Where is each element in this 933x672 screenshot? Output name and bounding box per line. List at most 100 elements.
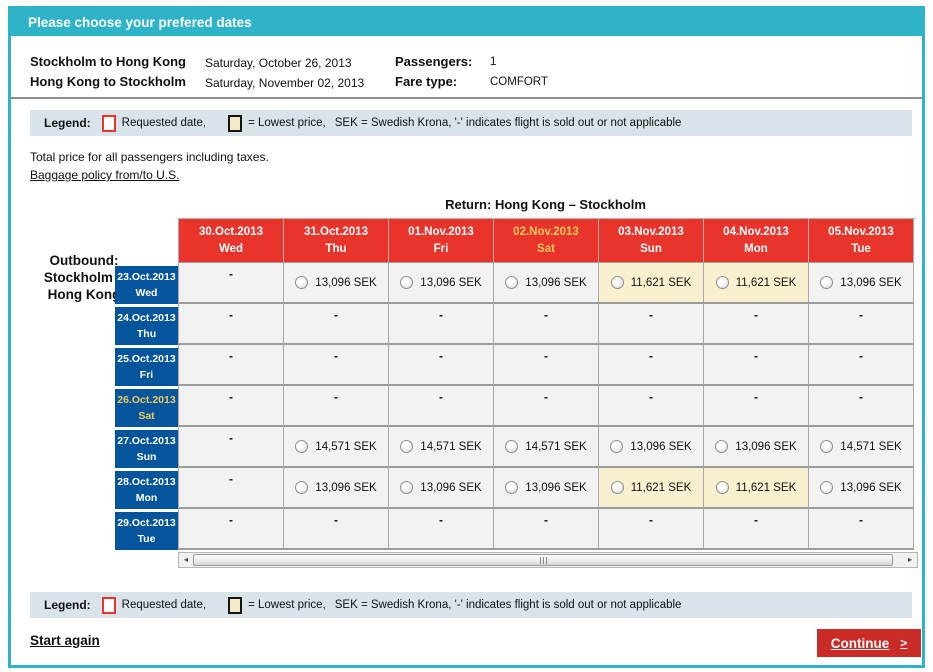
dash-label: -: [229, 472, 233, 486]
sold-out-cell: -: [179, 345, 284, 386]
fare-radio[interactable]: [400, 481, 414, 494]
sold-out-cell: -: [179, 263, 284, 304]
header-date: 29.Oct.2013: [117, 517, 176, 529]
fare-radio[interactable]: [505, 440, 519, 453]
dash-label: -: [229, 513, 233, 527]
dash-label: -: [859, 513, 863, 527]
dash-label: -: [544, 349, 548, 363]
sold-out-cell: -: [179, 427, 284, 468]
legend-label: Legend:: [44, 116, 91, 130]
price-cell: 13,096 SEK: [389, 468, 494, 509]
fare-radio[interactable]: [820, 481, 834, 494]
return-date-header: 05.Nov.2013 Tue: [809, 219, 914, 263]
header-date: 02.Nov.2013: [513, 225, 579, 238]
price-cell: 14,571 SEK: [389, 427, 494, 468]
fare-radio[interactable]: [400, 440, 414, 453]
return-date-header: 04.Nov.2013 Mon: [704, 219, 809, 263]
sold-out-cell: -: [809, 509, 914, 550]
dash-label: -: [649, 513, 653, 527]
header-day: Sat: [138, 410, 155, 422]
outbound-date-header: 25.Oct.2013 Fri: [115, 348, 178, 386]
sold-out-cell: -: [284, 509, 389, 550]
price-cell: 13,096 SEK: [809, 263, 914, 304]
price-cell: 11,621 SEK: [704, 468, 809, 509]
outbound-date-header: 28.Oct.2013 Mon: [115, 471, 178, 509]
thumb-grip: [542, 556, 544, 564]
fare-radio[interactable]: [715, 440, 729, 453]
dash-label: -: [439, 513, 443, 527]
return-route-label: Hong Kong to Stockholm: [30, 74, 186, 89]
dash-label: -: [334, 349, 338, 363]
outbound-date-header: 26.Oct.2013 Sat: [115, 389, 178, 427]
start-again-link[interactable]: Start again: [30, 633, 100, 648]
total-price-note: Total price for all passengers including…: [30, 150, 269, 164]
legend-lowest-text: = Lowest price,: [248, 117, 326, 129]
fare-radio[interactable]: [610, 440, 624, 453]
header-day: Sun: [640, 242, 662, 255]
dash-label: -: [439, 390, 443, 404]
price-cell: 11,621 SEK: [599, 468, 704, 509]
sold-out-cell: -: [494, 509, 599, 550]
header-date: 31.Oct.2013: [304, 225, 368, 238]
fare-radio[interactable]: [820, 276, 834, 289]
outbound-title-line1: Outbound:: [49, 253, 119, 268]
sold-out-cell: -: [809, 345, 914, 386]
fare-radio[interactable]: [610, 481, 624, 494]
fare-radio[interactable]: [610, 276, 624, 289]
lowest-price-swatch-icon: [228, 114, 243, 132]
price-label: 13,096 SEK: [525, 276, 587, 289]
dash-label: -: [334, 513, 338, 527]
header-date: 04.Nov.2013: [723, 225, 789, 238]
sold-out-cell: -: [389, 509, 494, 550]
passengers-value: 1: [490, 56, 497, 68]
fare-radio[interactable]: [715, 276, 729, 289]
header-day: Sat: [537, 242, 555, 255]
header-day: Mon: [135, 492, 158, 504]
fare-radio[interactable]: [715, 481, 729, 494]
header-day: Fri: [433, 242, 449, 255]
legend-note-text: SEK = Swedish Krona, '-' indicates fligh…: [334, 117, 682, 129]
dash-label: -: [754, 513, 758, 527]
outbound-date-value: Saturday, October 26, 2013: [205, 56, 352, 70]
price-label: 14,571 SEK: [420, 440, 482, 453]
price-label: 11,621 SEK: [630, 276, 692, 289]
baggage-policy-link[interactable]: Baggage policy from/to U.S.: [30, 168, 180, 182]
price-cell: 13,096 SEK: [389, 263, 494, 304]
price-label: 13,096 SEK: [315, 481, 377, 494]
outbound-header-column: 23.Oct.2013 Wed 24.Oct.2013 Thu 25.Oct.2013 F…: [115, 266, 178, 553]
scroll-left-icon[interactable]: ◂: [183, 555, 188, 564]
outbound-route-label: Stockholm to Hong Kong: [30, 54, 186, 69]
price-cell: 13,096 SEK: [494, 263, 599, 304]
price-label: 13,096 SEK: [630, 440, 692, 453]
scroll-right-icon[interactable]: ▸: [907, 555, 912, 564]
sold-out-cell: -: [179, 468, 284, 509]
continue-button[interactable]: Continue >: [817, 629, 921, 657]
fare-radio[interactable]: [295, 481, 309, 494]
dash-label: -: [754, 349, 758, 363]
continue-arrow-icon: >: [900, 636, 908, 650]
dash-label: -: [859, 308, 863, 322]
price-label: 13,096 SEK: [315, 276, 377, 289]
fare-radio[interactable]: [400, 276, 414, 289]
price-label: 13,096 SEK: [840, 481, 902, 494]
header-day: Thu: [325, 242, 347, 255]
horizontal-scrollbar[interactable]: ◂ ▸: [178, 552, 918, 568]
fare-radio[interactable]: [295, 276, 309, 289]
header-date: 25.Oct.2013: [117, 353, 176, 365]
scrollbar-thumb[interactable]: [193, 554, 893, 566]
price-label: 14,571 SEK: [840, 440, 902, 453]
fare-radio[interactable]: [505, 276, 519, 289]
fare-radio[interactable]: [295, 440, 309, 453]
sold-out-cell: -: [284, 304, 389, 345]
dash-label: -: [859, 349, 863, 363]
table-row: -------: [179, 345, 916, 386]
sold-out-cell: -: [389, 345, 494, 386]
fare-type-value: COMFORT: [490, 76, 548, 88]
price-cell: 13,096 SEK: [599, 427, 704, 468]
fare-radio[interactable]: [820, 440, 834, 453]
dash-label: -: [649, 308, 653, 322]
table-row: -------: [179, 386, 916, 427]
fare-radio[interactable]: [505, 481, 519, 494]
dash-label: -: [229, 308, 233, 322]
sold-out-cell: -: [599, 345, 704, 386]
